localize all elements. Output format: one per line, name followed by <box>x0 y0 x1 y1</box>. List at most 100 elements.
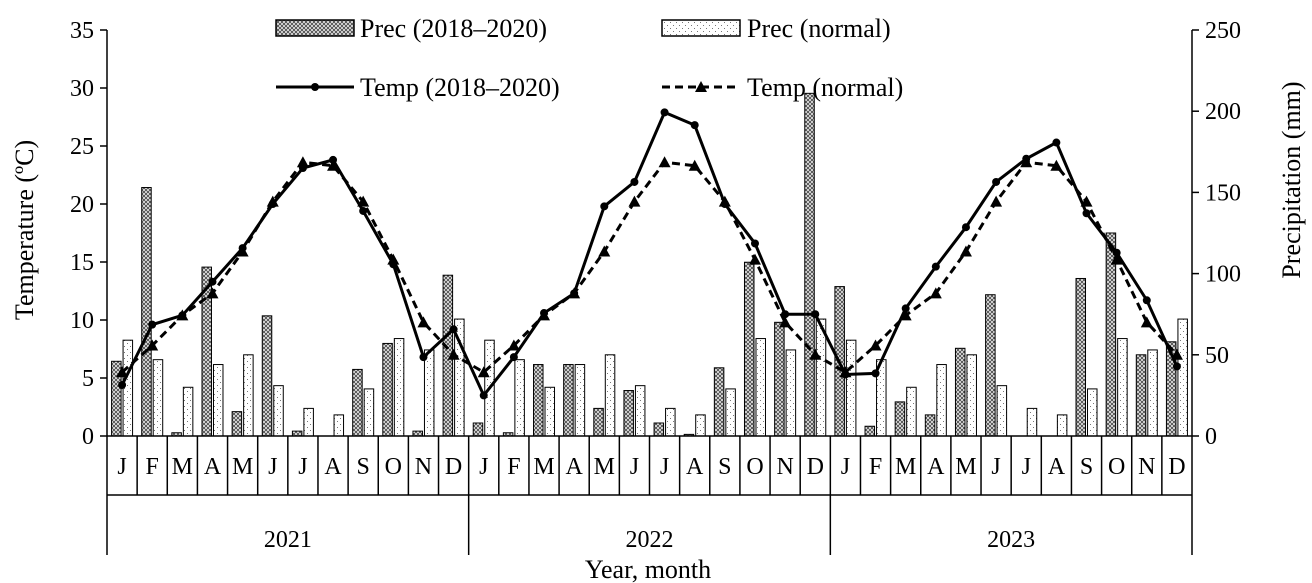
point-temp-norm <box>779 316 792 328</box>
month-label: N <box>776 454 793 480</box>
bar-prec-norm <box>966 354 977 437</box>
point-temp-obs <box>389 260 398 269</box>
bar-prec-obs <box>382 342 393 437</box>
point-temp-norm <box>447 348 460 360</box>
point-temp-obs <box>238 244 247 253</box>
point-temp-obs <box>509 353 518 362</box>
bar-prec-norm <box>1177 318 1188 437</box>
bar-prec-norm <box>1147 349 1158 437</box>
point-temp-norm <box>628 195 641 207</box>
point-temp-obs <box>268 200 277 208</box>
line-temp-norm <box>121 160 1179 375</box>
bar-prec-norm <box>303 407 314 437</box>
point-temp-norm <box>959 245 972 257</box>
y2-tick-label: 50 <box>1205 343 1229 369</box>
bar-prec-obs <box>593 407 604 437</box>
point-temp-obs <box>570 289 579 298</box>
bar-prec-obs <box>563 364 574 437</box>
month-label: A <box>204 454 222 480</box>
bar-prec-norm <box>996 385 1008 437</box>
point-temp-norm <box>507 339 520 351</box>
legend: Prec (2018–2020) Prec (normal) Temp (201… <box>275 14 903 102</box>
bar-prec-norm <box>785 349 797 437</box>
month-label: M <box>594 454 615 480</box>
y2-axis-title: Precipitation (mm) <box>1277 81 1306 278</box>
point-temp-norm <box>748 253 761 265</box>
point-temp-obs <box>992 177 1001 186</box>
bar-prec-obs <box>743 261 755 437</box>
bar-prec-norm <box>574 364 586 437</box>
month-label: M <box>172 454 193 480</box>
month-label: S <box>1080 454 1093 480</box>
month-label: D <box>807 454 824 480</box>
bar-prec-obs <box>713 367 725 437</box>
bar-prec-norm <box>273 385 284 437</box>
month-label: D <box>1168 454 1185 480</box>
point-temp-obs <box>660 108 669 117</box>
point-temp-obs <box>871 369 880 378</box>
bar-prec-norm <box>665 407 676 437</box>
month-label: M <box>895 454 916 480</box>
point-temp-norm <box>327 159 340 171</box>
month-label: S <box>357 454 370 480</box>
month-label: A <box>565 454 583 480</box>
point-temp-obs <box>961 223 970 232</box>
legend-marker-temp-norm <box>695 81 707 92</box>
point-temp-obs <box>298 164 307 173</box>
month-label: N <box>415 454 432 480</box>
axes <box>100 29 1199 555</box>
month-label: J <box>991 454 1000 480</box>
point-temp-obs <box>118 380 127 389</box>
bar-prec-obs <box>924 414 936 437</box>
month-label: A <box>927 454 945 480</box>
point-temp-obs <box>1172 362 1181 371</box>
year-label: 2021 <box>264 527 312 553</box>
point-temp-obs <box>148 320 157 329</box>
bar-prec-norm <box>423 349 435 437</box>
bar-prec-obs <box>533 364 544 437</box>
month-label: A <box>324 454 342 480</box>
bar-prec-norm <box>363 388 375 437</box>
point-temp-obs <box>1112 248 1121 257</box>
point-temp-obs <box>1082 209 1091 218</box>
y2-tick-label: 150 <box>1205 180 1241 206</box>
year-label: 2023 <box>987 527 1035 553</box>
month-label: D <box>445 454 462 480</box>
bar-prec-obs <box>261 315 273 437</box>
legend-label-prec-norm: Prec (normal) <box>747 14 891 43</box>
month-label: F <box>507 454 520 480</box>
point-temp-obs <box>841 370 850 379</box>
point-temp-obs <box>901 304 910 313</box>
x-axis-title: Year, month <box>585 555 711 583</box>
y-tick-label: 5 <box>82 366 94 392</box>
point-temp-obs <box>1022 154 1031 163</box>
y2-tick-label: 200 <box>1205 99 1241 125</box>
point-temp-norm <box>206 287 219 299</box>
point-temp-obs <box>931 262 940 271</box>
point-temp-norm <box>116 366 129 378</box>
bar-prec-norm <box>604 354 616 437</box>
point-temp-obs <box>781 310 790 319</box>
bar-prec-norm <box>544 386 556 437</box>
bar-prec-norm <box>1087 388 1098 437</box>
point-temp-norm <box>477 366 490 378</box>
point-temp-norm <box>869 339 882 351</box>
point-temp-norm <box>658 156 671 168</box>
bar-prec-norm <box>1026 407 1038 437</box>
legend-label-prec-obs: Prec (2018–2020) <box>360 14 547 43</box>
y-tick-label: 25 <box>70 134 94 160</box>
bar-prec-obs <box>1135 354 1147 437</box>
point-temp-obs <box>600 202 609 211</box>
y2-tick-label: 250 <box>1205 18 1241 44</box>
point-temp-obs <box>419 353 428 362</box>
month-label: J <box>1022 454 1031 480</box>
point-temp-norm <box>688 159 701 171</box>
point-temp-norm <box>146 339 159 351</box>
y-tick-label: 15 <box>70 250 94 276</box>
point-temp-norm <box>1140 316 1153 328</box>
point-temp-norm <box>990 195 1003 207</box>
y2-tick-label: 0 <box>1205 424 1217 450</box>
month-label: O <box>1108 454 1125 480</box>
line-temp-obs <box>120 110 1179 399</box>
